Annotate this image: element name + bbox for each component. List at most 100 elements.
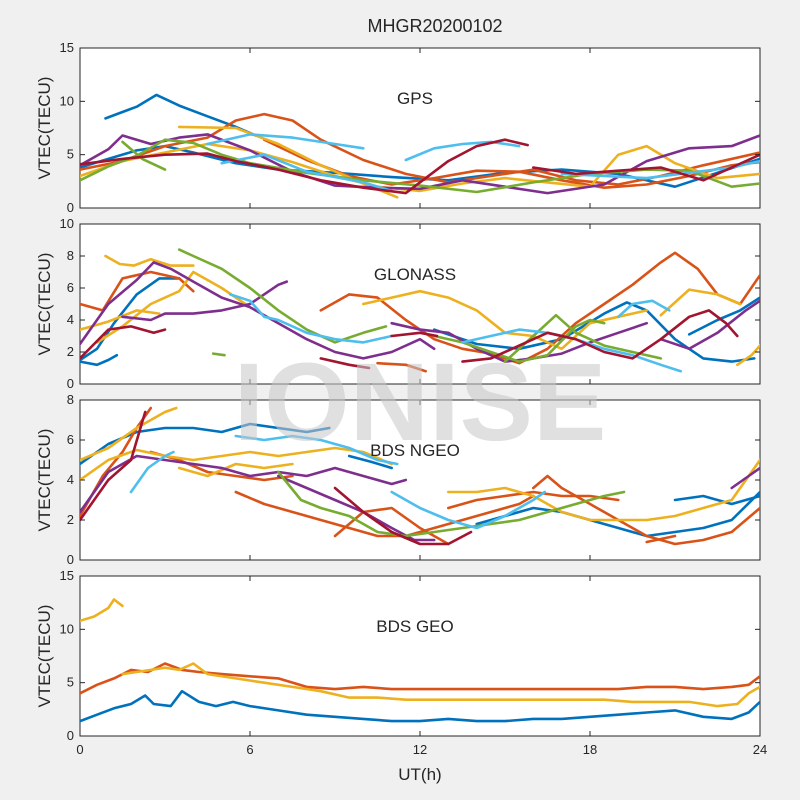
bds-ngeo-y-tick-label: 0: [67, 552, 74, 567]
gps-series-line-0: [104, 93, 257, 137]
glonass-y-tick-label: 8: [67, 248, 74, 263]
bds-ngeo-series-line-18: [277, 470, 626, 538]
bds-ngeo-y-axis-label: VTEC(TECU): [35, 429, 54, 532]
bds-ngeo-series-line-10: [645, 534, 677, 544]
glonass-y-tick-label: 0: [67, 376, 74, 391]
bds-ngeo-y-tick-label: 8: [67, 392, 74, 407]
gps-series-line-14: [532, 153, 760, 182]
gps-y-axis-label: VTEC(TECU): [35, 77, 54, 180]
gps-series-line-9: [206, 133, 365, 150]
glonass-series-line-25: [390, 331, 439, 338]
glonass-series-line-20: [503, 313, 663, 363]
bds-ngeo-series-line-15: [80, 454, 408, 514]
x-axis-label: UT(h): [398, 765, 441, 784]
glonass-plot-area: [79, 223, 761, 385]
glonass-series-line-27: [319, 357, 371, 370]
glonass-series-line-8: [104, 254, 195, 267]
x-tick-label: 24: [753, 742, 767, 757]
bds-ngeo-series-line-14: [177, 462, 294, 478]
glonass-y-tick-label: 4: [67, 312, 74, 327]
gps-y-tick-label: 0: [67, 200, 74, 215]
gps-series-line-2: [80, 112, 760, 186]
bds-geo-series-line-3: [121, 662, 760, 708]
glonass-series-line-16: [659, 299, 760, 351]
bds-geo-y-tick-label: 5: [67, 675, 74, 690]
gps-series-line-10: [220, 153, 393, 193]
glonass-series-line-21: [228, 293, 393, 344]
bds-ngeo-series-line-8: [447, 490, 620, 510]
glonass-series-line-14: [390, 321, 648, 363]
gps-series-line-5: [177, 125, 399, 199]
glonass-panel-label: GLONASS: [374, 265, 456, 284]
glonass-series-line-12: [736, 344, 760, 367]
glonass-series-line-18: [432, 318, 606, 363]
bds-ngeo-series-line-23: [333, 486, 473, 546]
bds-ngeo-series-line-7: [532, 474, 760, 546]
glonass-series-line-23: [617, 299, 671, 319]
bds-geo-series-line-0: [80, 689, 760, 723]
glonass-series-line-24: [80, 325, 167, 360]
glonass-series-group: [80, 248, 760, 373]
bds-geo-plot-area: [79, 575, 761, 737]
bds-ngeo-y-tick-label: 6: [67, 432, 74, 447]
gps-y-tick-label: 10: [60, 93, 74, 108]
bds-geo-series-line-2: [80, 598, 124, 623]
bds-ngeo-series-line-5: [149, 450, 294, 482]
gps-y-tick-label: 5: [67, 147, 74, 162]
glonass-y-tick-label: 10: [60, 216, 74, 231]
bds-ngeo-series-line-17: [730, 466, 760, 490]
glonass-series-line-17: [177, 248, 388, 344]
bds-ngeo-series-line-6: [234, 490, 535, 538]
x-tick-label: 12: [413, 742, 427, 757]
gps-y-tick-label: 15: [60, 40, 74, 55]
bds-ngeo-series-line-3: [673, 494, 760, 506]
bds-geo-panel-label: BDS GEO: [376, 617, 453, 636]
glonass-series-line-19: [211, 352, 226, 357]
gps-series-group: [80, 93, 760, 199]
bds-geo-y-tick-label: 10: [60, 621, 74, 636]
panel-gps: 0 5 10 15 VTEC(TECU) GPS: [35, 40, 761, 215]
bds-geo-series-group: [80, 598, 760, 723]
bds-geo-y-tick-label: 0: [67, 728, 74, 743]
glonass-series-line-26: [461, 309, 739, 363]
x-tick-label: 0: [76, 742, 83, 757]
panel-bds-ngeo: 0 2 4 6 8 VTEC(TECU) BDS NGEO: [35, 392, 761, 567]
x-tick-label: 6: [246, 742, 253, 757]
watermark: IONISE: [234, 341, 607, 464]
bds-ngeo-panel-label: BDS NGEO: [370, 441, 460, 460]
bds-ngeo-series-line-2: [475, 490, 760, 538]
glonass-y-tick-label: 6: [67, 280, 74, 295]
glonass-y-axis-label: VTEC(TECU): [35, 253, 54, 356]
panel-bds-geo: 0 5 10 15 0 6 12 18 24 VTEC(TECU) BDS GEO: [35, 568, 767, 757]
bds-ngeo-series-line-21: [390, 490, 546, 530]
glonass-series-line-6: [376, 361, 427, 373]
panel-glonass: 0 2 4 6 8 10 VTEC(TECU) GLONASS: [35, 216, 761, 391]
gps-series-line-8: [121, 140, 167, 171]
x-tick-label: 18: [583, 742, 597, 757]
bds-ngeo-series-line-11: [80, 406, 178, 462]
glonass-series-line-0: [80, 277, 181, 362]
gps-series-line-7: [80, 138, 760, 194]
bds-ngeo-series-line-19: [129, 450, 175, 494]
glonass-series-line-4: [80, 270, 195, 312]
bds-geo-y-tick-label: 15: [60, 568, 74, 583]
glonass-series-line-13: [80, 261, 436, 360]
bds-ngeo-y-tick-label: 4: [67, 472, 74, 487]
bds-ngeo-series-line-13: [447, 458, 760, 522]
glonass-series-line-15: [121, 280, 289, 322]
figure-title: MHGR20200102: [367, 16, 502, 36]
bds-ngeo-series-group: [80, 406, 760, 546]
bds-ngeo-series-line-22: [80, 410, 147, 522]
glonass-y-tick-label: 2: [67, 344, 74, 359]
bds-ngeo-series-line-12: [80, 446, 393, 482]
glonass-series-line-2: [432, 301, 756, 363]
bds-ngeo-y-tick-label: 2: [67, 512, 74, 527]
gps-series-line-11: [404, 140, 521, 162]
bds-ngeo-series-line-1: [347, 454, 393, 470]
bds-ngeo-series-line-20: [234, 434, 399, 466]
bds-geo-series-line-1: [80, 662, 760, 695]
gps-panel-label: GPS: [397, 89, 433, 108]
glonass-series-line-1: [80, 353, 119, 367]
glonass-series-line-3: [687, 296, 760, 336]
